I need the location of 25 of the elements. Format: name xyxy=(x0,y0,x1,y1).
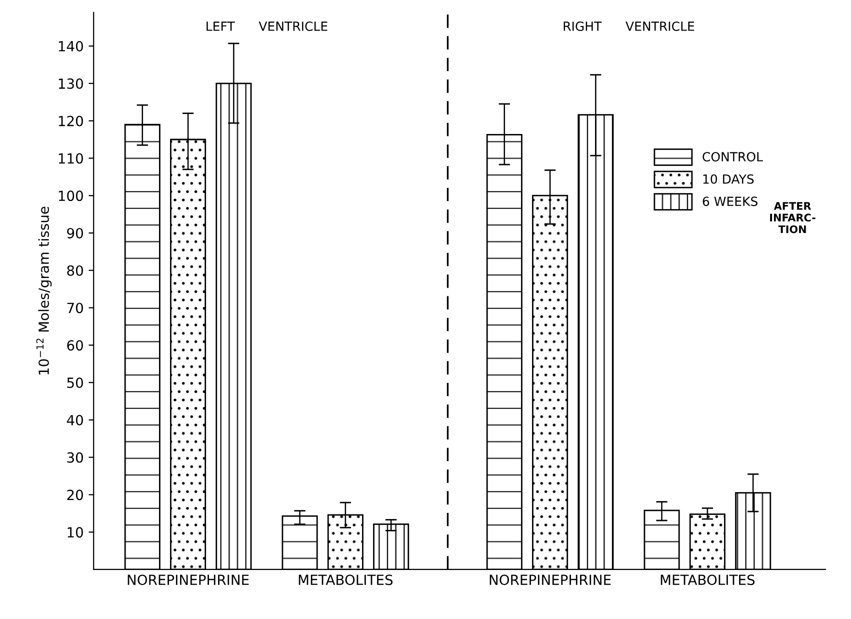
y-tick-label: 90 xyxy=(67,228,83,238)
legend-label: 10 DAYS xyxy=(703,174,754,184)
y-tick-label: 10 xyxy=(68,527,83,538)
x-tick-label: NOREPINEPHRINE xyxy=(128,574,249,586)
y-tick-label: 40 xyxy=(66,414,83,426)
y-tick-label: 140 xyxy=(58,41,83,52)
y-tick-label: 20 xyxy=(67,490,83,500)
y-axis-title: 10$^{−12}$ Moles/gram tissue xyxy=(36,206,52,374)
x-tick-label: METABOLITES xyxy=(660,574,755,586)
annotation: RIGHT VENTRICLE xyxy=(564,22,694,31)
y-tick-label: 80 xyxy=(67,265,83,276)
y-tick-label: 60 xyxy=(67,340,83,351)
y-tick-label: 30 xyxy=(67,452,83,463)
y-tick-label: 50 xyxy=(67,378,83,388)
legend-label: 6 WEEKS xyxy=(702,196,758,206)
y-tick-label: 100 xyxy=(58,190,83,202)
y-tick-label: 110 xyxy=(58,153,83,164)
legend-label: CONTROL xyxy=(702,152,763,162)
annotation: LEFT VENTRICLE xyxy=(206,22,328,31)
y-tick-label: 130 xyxy=(58,78,83,89)
x-tick-label: NOREPINEPHRINE xyxy=(490,574,611,586)
y-tick-label: 70 xyxy=(67,302,83,314)
annotation: AFTER INFARC- TION xyxy=(770,202,816,234)
x-tick-label: METABOLITES xyxy=(298,574,393,586)
y-tick-label: 120 xyxy=(58,116,83,126)
